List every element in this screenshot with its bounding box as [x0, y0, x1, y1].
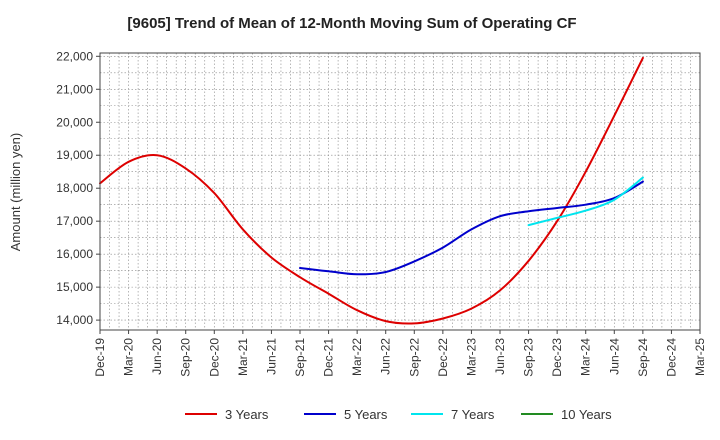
- x-tick-label: Dec-19: [93, 338, 107, 377]
- x-tick-label: Mar-24: [579, 338, 593, 376]
- x-tick-label: Sep-20: [179, 338, 193, 377]
- y-tick-label: 21,000: [56, 82, 93, 96]
- y-tick-label: 20,000: [56, 115, 93, 129]
- legend-label-3-years: 3 Years: [225, 407, 269, 422]
- x-tick-label: Dec-24: [664, 338, 678, 377]
- grid-layer: [99, 53, 701, 330]
- legend-label-7-years: 7 Years: [451, 407, 495, 422]
- y-tick-label: 15,000: [56, 280, 93, 294]
- x-tick-label: Jun-22: [379, 338, 393, 375]
- x-tick-label: Mar-21: [236, 338, 250, 376]
- x-tick-label: Mar-22: [350, 338, 364, 376]
- series-layer: [99, 56, 644, 325]
- chart-title: [9605] Trend of Mean of 12-Month Moving …: [127, 15, 576, 32]
- series-line-3-years: [99, 56, 644, 325]
- axis-layer: 14,000 15,000 16,000 17,000 18,000 19,000 20,0…: [56, 49, 707, 376]
- x-tick-label: Sep-23: [522, 338, 536, 377]
- x-tick-label: Dec-22: [436, 338, 450, 377]
- y-tick-label: 19,000: [56, 148, 93, 162]
- y-tick-label: 16,000: [56, 247, 93, 261]
- x-tick-label: Sep-21: [293, 338, 307, 377]
- x-tick-label: Dec-23: [550, 338, 564, 377]
- y-tick-label: 17,000: [56, 214, 93, 228]
- x-tick-label: Mar-20: [122, 338, 136, 376]
- x-tick-label: Dec-21: [322, 338, 336, 377]
- x-tick-label: Jun-23: [493, 338, 507, 375]
- y-tick-label: 14,000: [56, 313, 93, 327]
- x-tick-label: Sep-24: [636, 338, 650, 377]
- plot-frame: [99, 52, 701, 331]
- legend: 3 Years 5 Years 7 Years 10 Years: [185, 407, 612, 422]
- x-tick-label: Jun-20: [150, 338, 164, 375]
- x-tick-label: Mar-23: [464, 338, 478, 376]
- x-tick-label: Jun-21: [264, 338, 278, 375]
- x-tick-label: Sep-22: [407, 338, 421, 377]
- y-tick-label: 22,000: [56, 49, 93, 63]
- series-line-5-years: [299, 180, 644, 276]
- x-tick-label: Jun-24: [607, 338, 621, 375]
- y-axis-label: Amount (million yen): [8, 133, 23, 252]
- series-line-7-years: [527, 176, 644, 227]
- y-tick-label: 18,000: [56, 181, 93, 195]
- x-tick-label: Dec-20: [207, 338, 221, 377]
- legend-label-5-years: 5 Years: [344, 407, 388, 422]
- legend-label-10-years: 10 Years: [561, 407, 612, 422]
- x-tick-label: Mar-25: [693, 338, 707, 376]
